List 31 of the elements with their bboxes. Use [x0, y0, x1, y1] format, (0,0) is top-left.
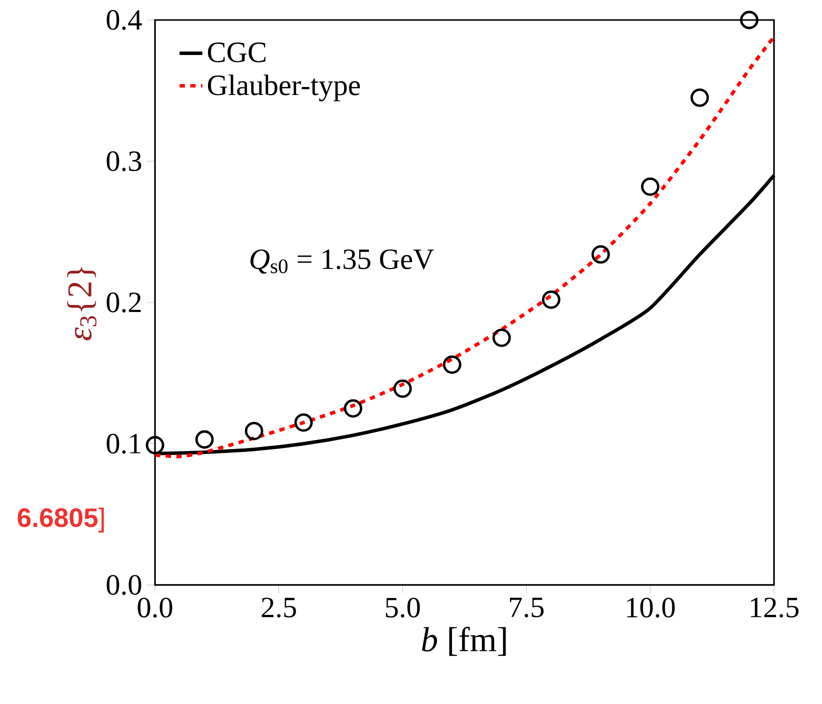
point	[542, 290, 560, 309]
legend-label: Glauber-type	[208, 74, 360, 102]
line-series	[153, 35, 776, 458]
y-tick-label: 0.1	[106, 434, 141, 454]
point	[344, 399, 362, 418]
point	[740, 10, 758, 30]
text: 6.6805]	[18, 508, 104, 532]
annotation: Q$_{s0}$ = 1.35 GeV	[250, 249, 434, 274]
y-tick-label: 0.3	[106, 151, 142, 172]
x-axis-title: b [fm]	[422, 626, 506, 656]
x-tick-label: 0.0	[138, 598, 172, 618]
point	[244, 422, 264, 440]
y-tick-label: 0.0	[106, 575, 142, 595]
x-tick-label: 10.0	[627, 598, 675, 618]
point	[492, 328, 511, 348]
y-axis-title: ε$_{3}${2}	[67, 267, 96, 340]
x-tick-label: 12.5	[750, 598, 799, 618]
x-tick-label: 2.5	[262, 598, 296, 618]
point	[641, 177, 660, 196]
legend-label: CGC	[208, 42, 266, 62]
point	[690, 88, 709, 107]
point	[393, 379, 412, 398]
point	[591, 245, 610, 264]
x-tick-label: 7.5	[510, 598, 544, 618]
point	[294, 413, 313, 432]
y-tick-label: 0.2	[106, 292, 141, 312]
point	[146, 436, 164, 454]
point	[195, 430, 214, 449]
point	[442, 355, 462, 374]
y-tick-label: 0.4	[106, 10, 142, 30]
x-tick-label: 5.0	[386, 598, 420, 618]
